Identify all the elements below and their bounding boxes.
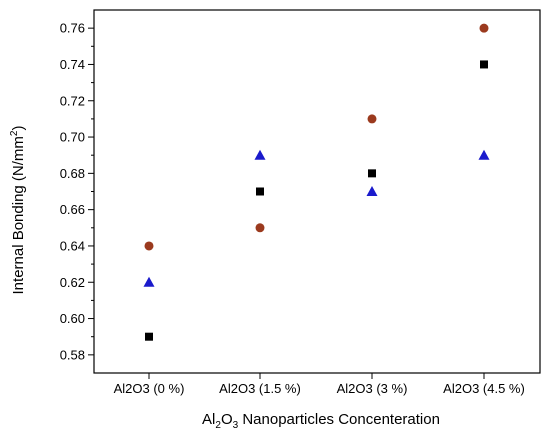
- y-tick-label: 0.72: [60, 93, 85, 108]
- y-tick-label: 0.66: [60, 202, 85, 217]
- y-tick-label: 0.60: [60, 311, 85, 326]
- y-tick-label: 0.64: [60, 238, 85, 253]
- square-point: [145, 332, 153, 341]
- circle-point: [479, 23, 489, 33]
- y-tick-label: 0.68: [60, 166, 85, 181]
- y-tick-label: 0.76: [60, 21, 85, 36]
- square-point: [480, 60, 488, 69]
- y-tick-label: 0.58: [60, 347, 85, 362]
- y-tick-label: 0.74: [60, 57, 85, 72]
- x-tick-label: Al2O3 (3 %): [337, 381, 408, 396]
- plot-border: [93, 9, 541, 374]
- circle-point: [367, 114, 377, 124]
- triangle-point: [254, 149, 266, 160]
- y-axis: 0.58 0.60 0.62 0.64 0.66 0.68 0.70 0.72 0.74 0.76: [60, 21, 94, 362]
- square-point: [368, 169, 376, 178]
- y-tick-label: 0.70: [60, 130, 85, 145]
- plot-frame: [93, 9, 541, 374]
- x-axis: Al2O3 (0 %) Al2O3 (1.5 %) Al2O3 (3 %) Al2O3…: [114, 373, 525, 396]
- circle-point: [144, 241, 154, 251]
- y-tick-label: 0.62: [60, 275, 85, 290]
- x-tick-label: Al2O3 (0 %): [114, 381, 185, 396]
- triangle-point: [143, 276, 155, 287]
- triangle-point: [478, 149, 490, 160]
- circle-point: [255, 223, 265, 233]
- triangle-point: [366, 186, 378, 196]
- square-point: [256, 187, 264, 196]
- x-tick-label: Al2O3 (1.5 %): [219, 381, 301, 396]
- x-axis-title: Al2O3 Nanoparticles Concenteration: [202, 411, 440, 431]
- x-tick-label: Al2O3 (4.5 %): [443, 381, 525, 396]
- data-points: [143, 23, 490, 341]
- y-axis-title: Internal Bonding (N/mm2): [9, 126, 27, 295]
